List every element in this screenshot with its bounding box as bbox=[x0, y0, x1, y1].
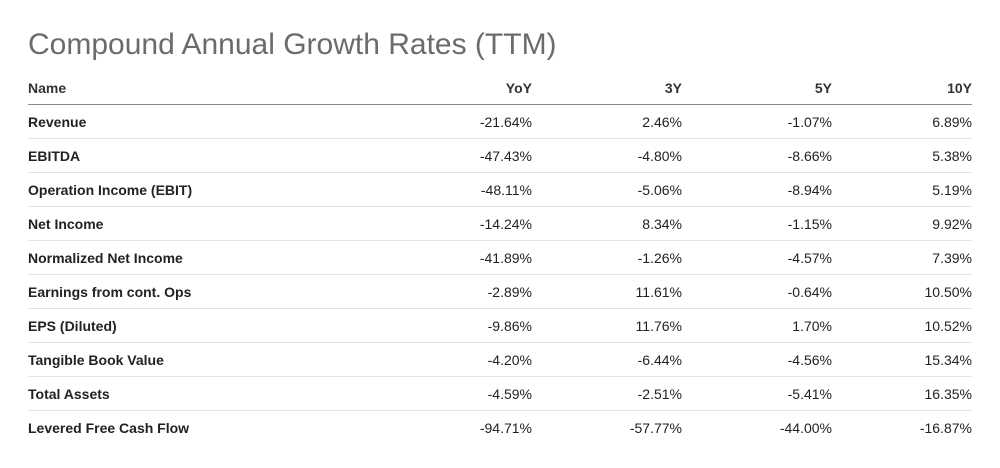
value-5y: -8.66% bbox=[682, 138, 832, 173]
value-yoy: -4.59% bbox=[382, 376, 532, 411]
value-5y: -1.07% bbox=[682, 104, 832, 139]
value-3y: -5.06% bbox=[532, 172, 682, 207]
value-yoy: -9.86% bbox=[382, 308, 532, 343]
value-yoy: -4.20% bbox=[382, 342, 532, 377]
value-10y: 16.35% bbox=[832, 376, 972, 411]
value-3y: -1.26% bbox=[532, 240, 682, 275]
value-10y: 5.19% bbox=[832, 172, 972, 207]
value-yoy: -94.71% bbox=[479, 419, 532, 436]
column-header-10y[interactable]: 10Y bbox=[832, 71, 972, 105]
value-10y: 9.92% bbox=[832, 206, 972, 241]
value-5y: -5.41% bbox=[682, 376, 832, 411]
value-yoy: -41.89% bbox=[382, 240, 532, 275]
table-row: EPS (Diluted) -9.86% 11.76% 1.70% 10.52% bbox=[28, 308, 972, 343]
value-10y: 10.50% bbox=[832, 274, 972, 309]
value-yoy: -47.43% bbox=[382, 138, 532, 173]
table-row: Normalized Net Income -41.89% -1.26% -4.… bbox=[28, 240, 972, 275]
value-5y: -4.57% bbox=[682, 240, 832, 275]
table-row: Earnings from cont. Ops -2.89% 11.61% -0… bbox=[28, 274, 972, 309]
row-label: EPS (Diluted) bbox=[28, 308, 382, 343]
value-5y: 1.70% bbox=[682, 308, 832, 343]
value-3y: 8.34% bbox=[532, 206, 682, 241]
row-label: Revenue bbox=[28, 104, 382, 139]
row-label: Normalized Net Income bbox=[28, 240, 382, 275]
value-3y: 2.46% bbox=[532, 104, 682, 139]
row-label: Levered Free Cash Flow bbox=[28, 419, 190, 436]
table-row: EBITDA -47.43% -4.80% -8.66% 5.38% bbox=[28, 138, 972, 173]
value-10y: 10.52% bbox=[832, 308, 972, 343]
value-5y: -4.56% bbox=[682, 342, 832, 377]
value-3y: -2.51% bbox=[532, 376, 682, 411]
value-5y: -0.64% bbox=[682, 274, 832, 309]
value-yoy: -2.89% bbox=[382, 274, 532, 309]
value-5y: -1.15% bbox=[682, 206, 832, 241]
table-row: Tangible Book Value -4.20% -6.44% -4.56%… bbox=[28, 342, 972, 377]
row-label: Earnings from cont. Ops bbox=[28, 274, 382, 309]
value-10y: 6.89% bbox=[832, 104, 972, 139]
column-header-5y[interactable]: 5Y bbox=[682, 71, 832, 105]
row-label: Operation Income (EBIT) bbox=[28, 172, 382, 207]
value-yoy: -14.24% bbox=[382, 206, 532, 241]
column-header-yoy[interactable]: YoY bbox=[382, 71, 532, 105]
value-5y: -44.00% bbox=[779, 419, 832, 436]
value-10y: 5.38% bbox=[832, 138, 972, 173]
value-3y: -6.44% bbox=[532, 342, 682, 377]
value-10y: -16.87% bbox=[919, 419, 972, 436]
value-10y: 7.39% bbox=[832, 240, 972, 275]
table-header-row: Name YoY 3Y 5Y 10Y bbox=[28, 71, 972, 105]
growth-rates-table: Name YoY 3Y 5Y 10Y Revenue -21.64% 2.46%… bbox=[28, 71, 972, 444]
table-row: Revenue -21.64% 2.46% -1.07% 6.89% bbox=[28, 104, 972, 139]
value-yoy: -21.64% bbox=[382, 104, 532, 139]
column-header-name[interactable]: Name bbox=[28, 71, 382, 105]
row-label: Tangible Book Value bbox=[28, 342, 382, 377]
row-label: EBITDA bbox=[28, 138, 382, 173]
page-title: Compound Annual Growth Rates (TTM) bbox=[28, 28, 557, 61]
table-row: Total Assets -4.59% -2.51% -5.41% 16.35% bbox=[28, 376, 972, 411]
table-row: Operation Income (EBIT) -48.11% -5.06% -… bbox=[28, 172, 972, 207]
value-3y: 11.61% bbox=[532, 274, 682, 309]
value-3y: -57.77% bbox=[629, 419, 682, 436]
column-header-3y[interactable]: 3Y bbox=[532, 71, 682, 105]
value-5y: -8.94% bbox=[682, 172, 832, 207]
table-row: Levered Free Cash Flow -94.71% -57.77% -… bbox=[28, 411, 972, 445]
value-3y: 11.76% bbox=[532, 308, 682, 343]
row-label: Total Assets bbox=[28, 376, 382, 411]
value-yoy: -48.11% bbox=[382, 172, 532, 207]
value-3y: -4.80% bbox=[532, 138, 682, 173]
value-10y: 15.34% bbox=[832, 342, 972, 377]
row-label: Net Income bbox=[28, 206, 382, 241]
table-row: Net Income -14.24% 8.34% -1.15% 9.92% bbox=[28, 206, 972, 241]
